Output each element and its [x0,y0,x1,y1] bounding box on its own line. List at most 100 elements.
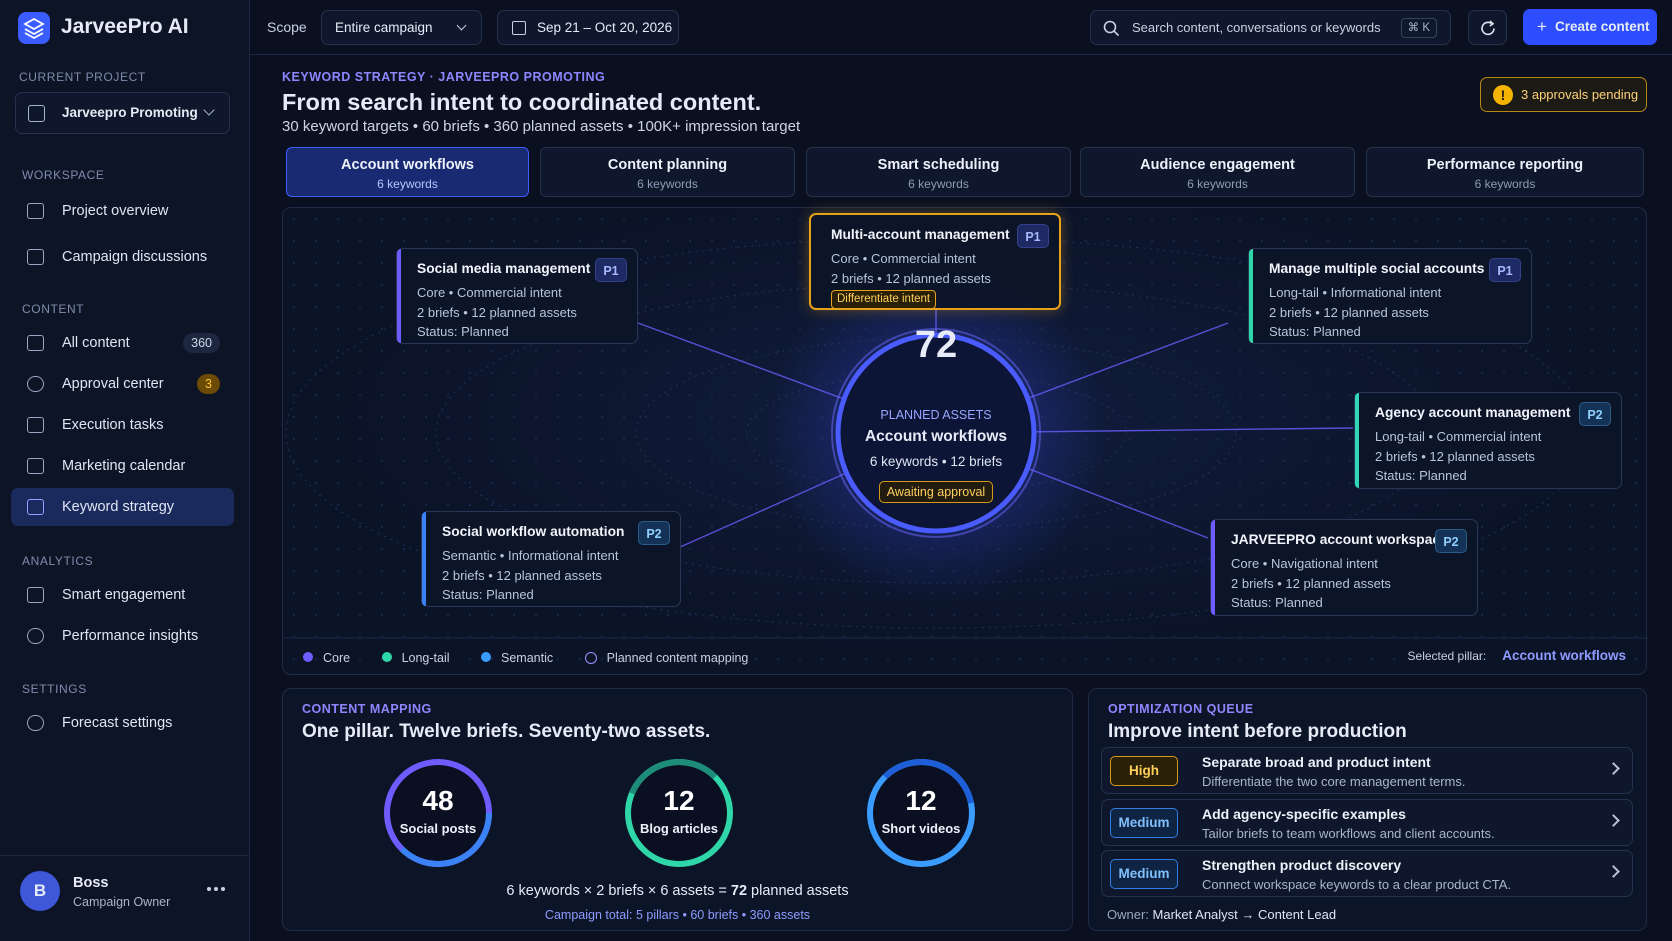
center-meta: 6 keywords • 12 briefs [869,454,1003,469]
decoration [27,203,44,219]
section-title: CURRENT PROJECT [19,70,146,84]
tab[interactable]: Content planning 6 keywords [540,147,795,197]
page-title: From search intent to coordinated conten… [282,89,762,115]
divider [0,855,249,856]
approvals-pending[interactable]: ! 3 approvals pending [1480,77,1647,112]
chevron [203,104,215,116]
nav-item[interactable]: Performance insights [11,617,234,655]
keyword-node[interactable]: Social media management P1 Core • Commerc… [396,248,638,344]
node-priority: P2 [638,521,670,545]
section-title: CONTENT [22,302,85,316]
node-title: Agency account management [1375,405,1571,420]
more-button[interactable] [206,886,226,892]
badge: 360 [183,333,220,353]
tab-active[interactable]: Account workflows 6 keywords [286,147,529,197]
selected-value: Account workflows [1502,648,1626,663]
decoration [27,499,44,515]
nav-item[interactable]: Forecast settings [11,704,234,742]
nav-item-active[interactable]: Keyword strategy [11,488,234,526]
nav-label: Forecast settings [62,715,173,731]
decoration [1607,865,1620,878]
panel-title: One pillar. Twelve briefs. Seventy-two a… [302,721,711,742]
scope-select[interactable]: Entire campaign [321,10,482,45]
asset-ring: 48 Social posts [382,757,494,869]
center-status: Awaiting approval [879,481,993,503]
nav-item[interactable]: Campaign discussions [11,238,234,276]
node-assets: 2 briefs • 12 planned assets [417,304,577,320]
section-title: ANALYTICS [22,554,94,568]
decoration [867,759,975,867]
decoration: ! [1493,85,1513,105]
keyword-node[interactable]: Multi-account management P1 Core • Commer… [809,213,1061,310]
avatar: B [20,871,60,911]
node-status: Status: Planned [442,587,534,602]
node-status: Status: Planned [417,324,509,339]
nav-item[interactable]: Smart engagement [11,576,234,614]
user-role: Campaign Owner [73,895,171,909]
search-placeholder: Search content, conversations or keyword… [1132,20,1381,35]
nav-item[interactable]: Execution tasks [11,406,234,444]
divider [250,54,1672,55]
nav-label: Performance insights [62,628,199,644]
asset-ring: 12 Blog articles [623,757,735,869]
create-label: Create content [1555,19,1650,34]
keyword-node[interactable]: Social workflow automation P2 Semantic • … [421,511,681,607]
tab-title: Audience engagement [1140,157,1295,173]
project-select[interactable]: Jarveepro Promoting [15,92,230,134]
decoration [27,587,44,603]
decoration [1355,393,1359,488]
decoration [27,335,44,351]
icon [28,105,45,122]
selected-label: Selected pillar: [1407,649,1487,663]
node-meta: Long-tail • Informational intent [1269,285,1442,300]
selected-pillar: Selected pillar: Account workflows [1408,648,1626,663]
node-title: Multi-account management [831,227,1010,242]
queue-item[interactable]: Medium Add agency-specific examples Tailor… [1101,799,1633,846]
create-button[interactable]: + Create content [1523,9,1657,45]
keyword-node[interactable]: Manage multiple social accounts P1 Long-t… [1248,248,1532,344]
search-box[interactable]: Search content, conversations or keyword… [1090,10,1451,45]
nav-item[interactable]: Project overview [11,192,234,230]
decoration [1607,814,1620,827]
nav-item[interactable]: Marketing calendar [11,447,234,485]
tab[interactable]: Audience engagement 6 keywords [1080,147,1355,197]
node-priority: P1 [1017,224,1049,248]
tab-title: Account workflows [341,157,474,173]
section-title: SETTINGS [22,682,87,696]
node-meta: Semantic • Informational intent [442,548,619,563]
decoration [481,652,492,662]
node-meta: Core • Commercial intent [417,285,562,300]
section-title: WORKSPACE [22,168,105,182]
decoration [27,715,44,731]
owner-value: Market Analyst → Content Lead [1152,907,1337,922]
queue-item[interactable]: Medium Strengthen product discovery Connec… [1101,850,1633,897]
decoration [381,652,392,662]
node-priority: P1 [595,258,627,282]
date-range[interactable]: Sep 21 – Oct 20, 2026 [497,10,679,45]
refresh-button[interactable] [1468,10,1507,45]
node-title: Manage multiple social accounts [1269,261,1485,276]
queue-item[interactable]: High Separate broad and product intent Dif… [1101,747,1633,794]
node-status: Status: Planned [1269,324,1361,339]
nav-item[interactable]: Approval center 3 [11,365,234,403]
nav-label: All content [62,335,130,351]
decoration [1211,520,1215,615]
campaign-total: Campaign total: 5 pillars • 60 briefs • … [544,908,811,922]
sidebar: JarveePro AI CURRENT PROJECT Jarveepro P… [0,0,250,941]
keyword-node[interactable]: JARVEEPRO account workspace P2 Core • Nav… [1210,519,1478,616]
tab[interactable]: Performance reporting 6 keywords [1366,147,1644,197]
legend: Core Long-tail Semantic Planned content … [303,651,748,665]
queue-priority: High [1110,756,1178,786]
tab-title: Performance reporting [1426,157,1584,173]
nav-label: Execution tasks [62,417,164,433]
ring-value: 12 [663,785,695,816]
node-meta: Core • Commercial intent [831,251,976,266]
decoration [27,249,44,265]
tab[interactable]: Smart scheduling 6 keywords [806,147,1071,197]
nav-item[interactable]: All content 360 [11,324,234,362]
node-tag: Differentiate intent [831,290,937,309]
scope-label: Scope [267,19,307,35]
queue-title: Add agency-specific examples [1202,806,1406,822]
keyword-node[interactable]: Agency account management P2 Long-tail • … [1354,392,1622,489]
shortcut: ⌘ K [1400,18,1437,38]
